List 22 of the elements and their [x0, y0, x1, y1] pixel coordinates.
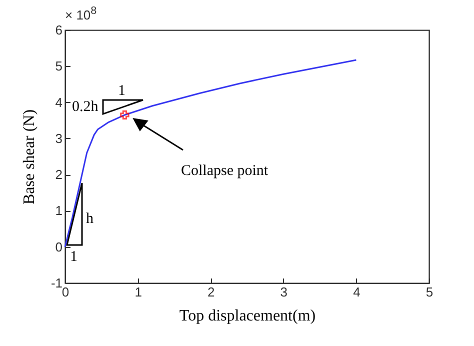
x-tick-label: 4 [353, 284, 360, 300]
annotation: 1 [70, 249, 78, 265]
annotation: 1 [118, 83, 126, 99]
y-tick-label: 3 [55, 130, 62, 146]
line-series [64, 59, 357, 248]
y-tick-label: 2 [55, 167, 62, 182]
x-tick-label: 1 [134, 284, 142, 300]
x-tick-label: 3 [280, 284, 288, 300]
y-axis-title: Base shear (N) [20, 109, 38, 205]
annotation: 0.2h [72, 99, 98, 115]
text: × 10$^{8}$ [65, 5, 97, 22]
y-tick-label: 6 [55, 22, 62, 38]
y-tick-label: -1 [50, 276, 62, 290]
y-tick-label: 0 [55, 239, 62, 254]
x-axis-title: Top displacement(m) [179, 308, 316, 324]
x-tick-label: 2 [207, 284, 215, 300]
x-tick-label: 5 [426, 284, 434, 300]
y-tick-label: 5 [55, 58, 62, 74]
annotation: h [86, 211, 94, 227]
annotation: Collapse point [181, 163, 268, 179]
y-tick-label: 1 [55, 203, 62, 218]
y-tick-label: 4 [55, 94, 62, 110]
